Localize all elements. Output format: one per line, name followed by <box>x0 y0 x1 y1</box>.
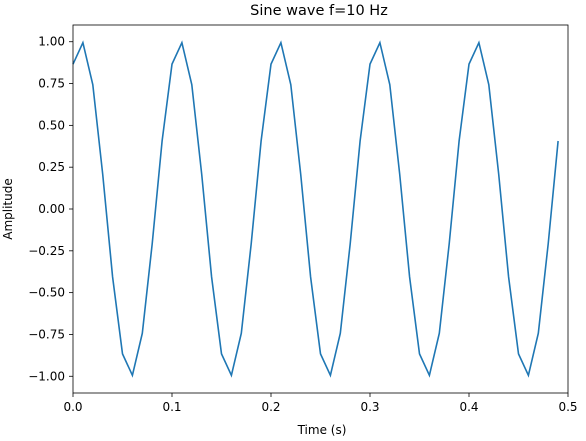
x-tick-label: 0.3 <box>360 400 379 414</box>
y-tick-label: 1.00 <box>38 35 65 49</box>
x-axis-label: Time (s) <box>297 423 347 437</box>
x-tick-label: 0.0 <box>63 400 82 414</box>
y-tick-label: 0.25 <box>38 160 65 174</box>
y-axis-label: Amplitude <box>1 178 15 240</box>
x-tick-label: 0.1 <box>162 400 181 414</box>
x-axis-ticks: 0.0 0.1 0.2 0.3 0.4 0.5 <box>63 393 578 414</box>
y-axis-ticks: −1.00 −0.75 −0.50 −0.25 0.00 0.25 0.50 0.75 1.00 <box>28 35 73 383</box>
y-tick-label: −0.75 <box>28 327 65 341</box>
series-line-sine <box>72 40 559 378</box>
y-tick-label: 0.00 <box>38 202 65 216</box>
axes-frame <box>72 24 569 394</box>
y-tick-label: 0.75 <box>38 77 65 91</box>
y-tick-label: −0.50 <box>28 286 65 300</box>
x-tick-label: 0.2 <box>261 400 280 414</box>
chart-title: Sine wave f=10 Hz <box>250 3 388 19</box>
plot-area <box>72 40 559 378</box>
x-tick-label: 0.5 <box>558 400 577 414</box>
x-tick-label: 0.4 <box>459 400 478 414</box>
y-tick-label: −1.00 <box>28 369 65 383</box>
y-tick-label: −0.25 <box>28 244 65 258</box>
y-tick-label: 0.50 <box>38 118 65 132</box>
